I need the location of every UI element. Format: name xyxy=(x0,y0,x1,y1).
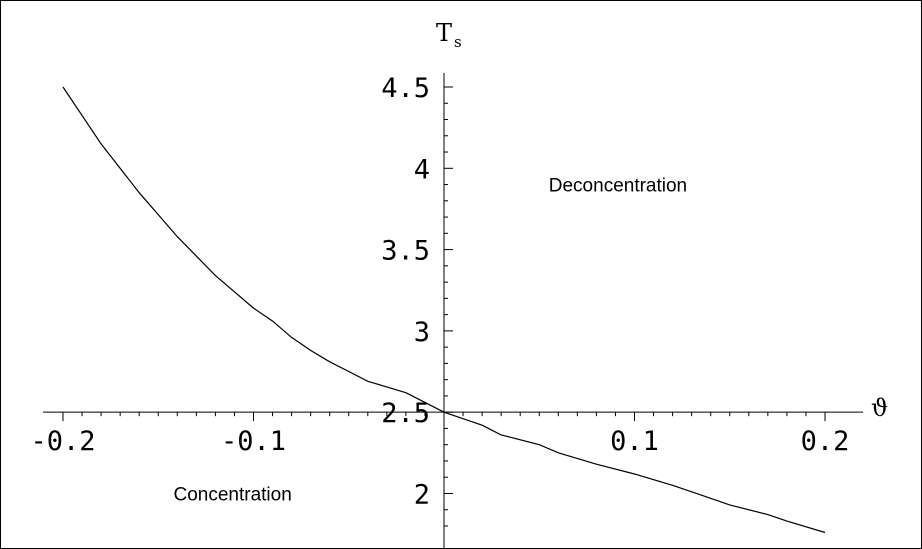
y-tick-label: 2 xyxy=(414,479,430,510)
x-tick-label: -0.1 xyxy=(221,426,286,457)
y-tick-label: 2.5 xyxy=(381,398,430,429)
y-tick-label: 3.5 xyxy=(381,236,430,267)
series xyxy=(62,86,826,534)
series-line xyxy=(62,86,826,534)
tick-labels: -0.2 -0.1 0.1 0.2 2 2.5 3 3.5 4 4.5 xyxy=(30,73,849,510)
axes xyxy=(43,73,863,548)
y-tick-label: 4 xyxy=(414,154,430,185)
y-tick-label: 3 xyxy=(414,317,430,348)
x-axis-label: ϑ xyxy=(871,394,888,422)
region-annotation: Concentration xyxy=(173,484,291,505)
region-annotation: Deconcentration xyxy=(549,176,687,197)
x-tick-label: -0.2 xyxy=(30,426,95,457)
x-tick-label: 0.2 xyxy=(801,426,850,457)
y-tick-label: 4.5 xyxy=(381,73,430,104)
ticks xyxy=(62,86,826,527)
x-tick-label: 0.1 xyxy=(610,426,659,457)
